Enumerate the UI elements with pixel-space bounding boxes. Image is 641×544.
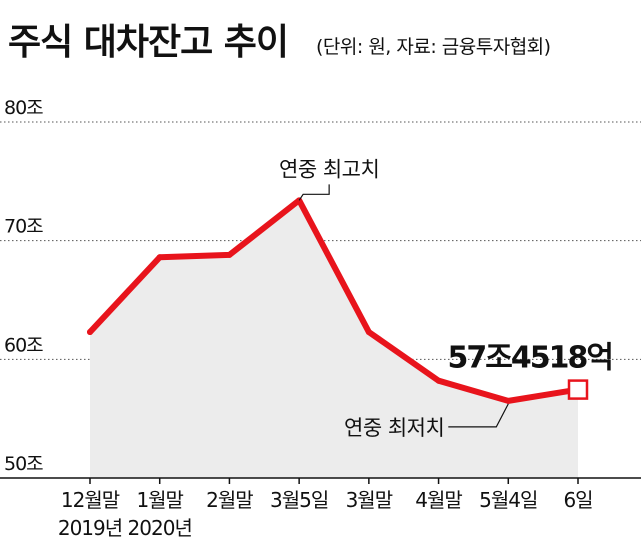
y-tick-label: 50조	[4, 453, 43, 475]
x-tick-label: 2019년	[58, 516, 122, 540]
y-axis-labels: 50조 60조 70조 80조	[4, 97, 44, 475]
area-fill	[90, 200, 578, 478]
x-tick-label: 1월말	[136, 488, 183, 512]
x-tick-label: 6일	[563, 488, 592, 512]
chart-subtitle: (단위: 원, 자료: 금융투자협회)	[316, 36, 551, 58]
annotation-high: 연중 최고치	[279, 157, 379, 181]
x-tick-label: 4월말	[415, 488, 462, 512]
x-tick-label: 12월말	[61, 488, 120, 512]
x-axis-labels: 12월말 2019년 1월말 2020년 2월말 3월5일 3월말 4월말 5월4일 6일	[58, 488, 594, 540]
y-tick-label: 70조	[4, 216, 43, 238]
series-line	[87, 197, 581, 404]
x-tick-label: 5월4일	[479, 488, 537, 512]
x-tick-label: 3월말	[346, 488, 393, 512]
y-tick-label: 80조	[4, 97, 43, 119]
x-tick-label: 2월말	[206, 488, 253, 512]
data-point	[87, 329, 93, 336]
data-point	[365, 329, 372, 336]
y-tick-label: 60조	[4, 334, 43, 356]
data-point	[226, 251, 233, 258]
value-label-latest: 57조4518억	[448, 341, 612, 376]
chart-title: 주식 대차잔고 추이	[8, 22, 288, 63]
annotation-leader	[298, 184, 330, 201]
data-point-marker	[567, 379, 589, 400]
annotation-low: 연중 최저치	[344, 416, 444, 440]
x-axis	[0, 477, 641, 484]
x-tick-label: 3월5일	[270, 488, 328, 512]
x-tick-label: 2020년	[128, 516, 192, 540]
data-point	[505, 397, 512, 404]
data-point	[156, 254, 163, 261]
annotation-leader	[448, 403, 509, 428]
data-point	[435, 377, 442, 384]
